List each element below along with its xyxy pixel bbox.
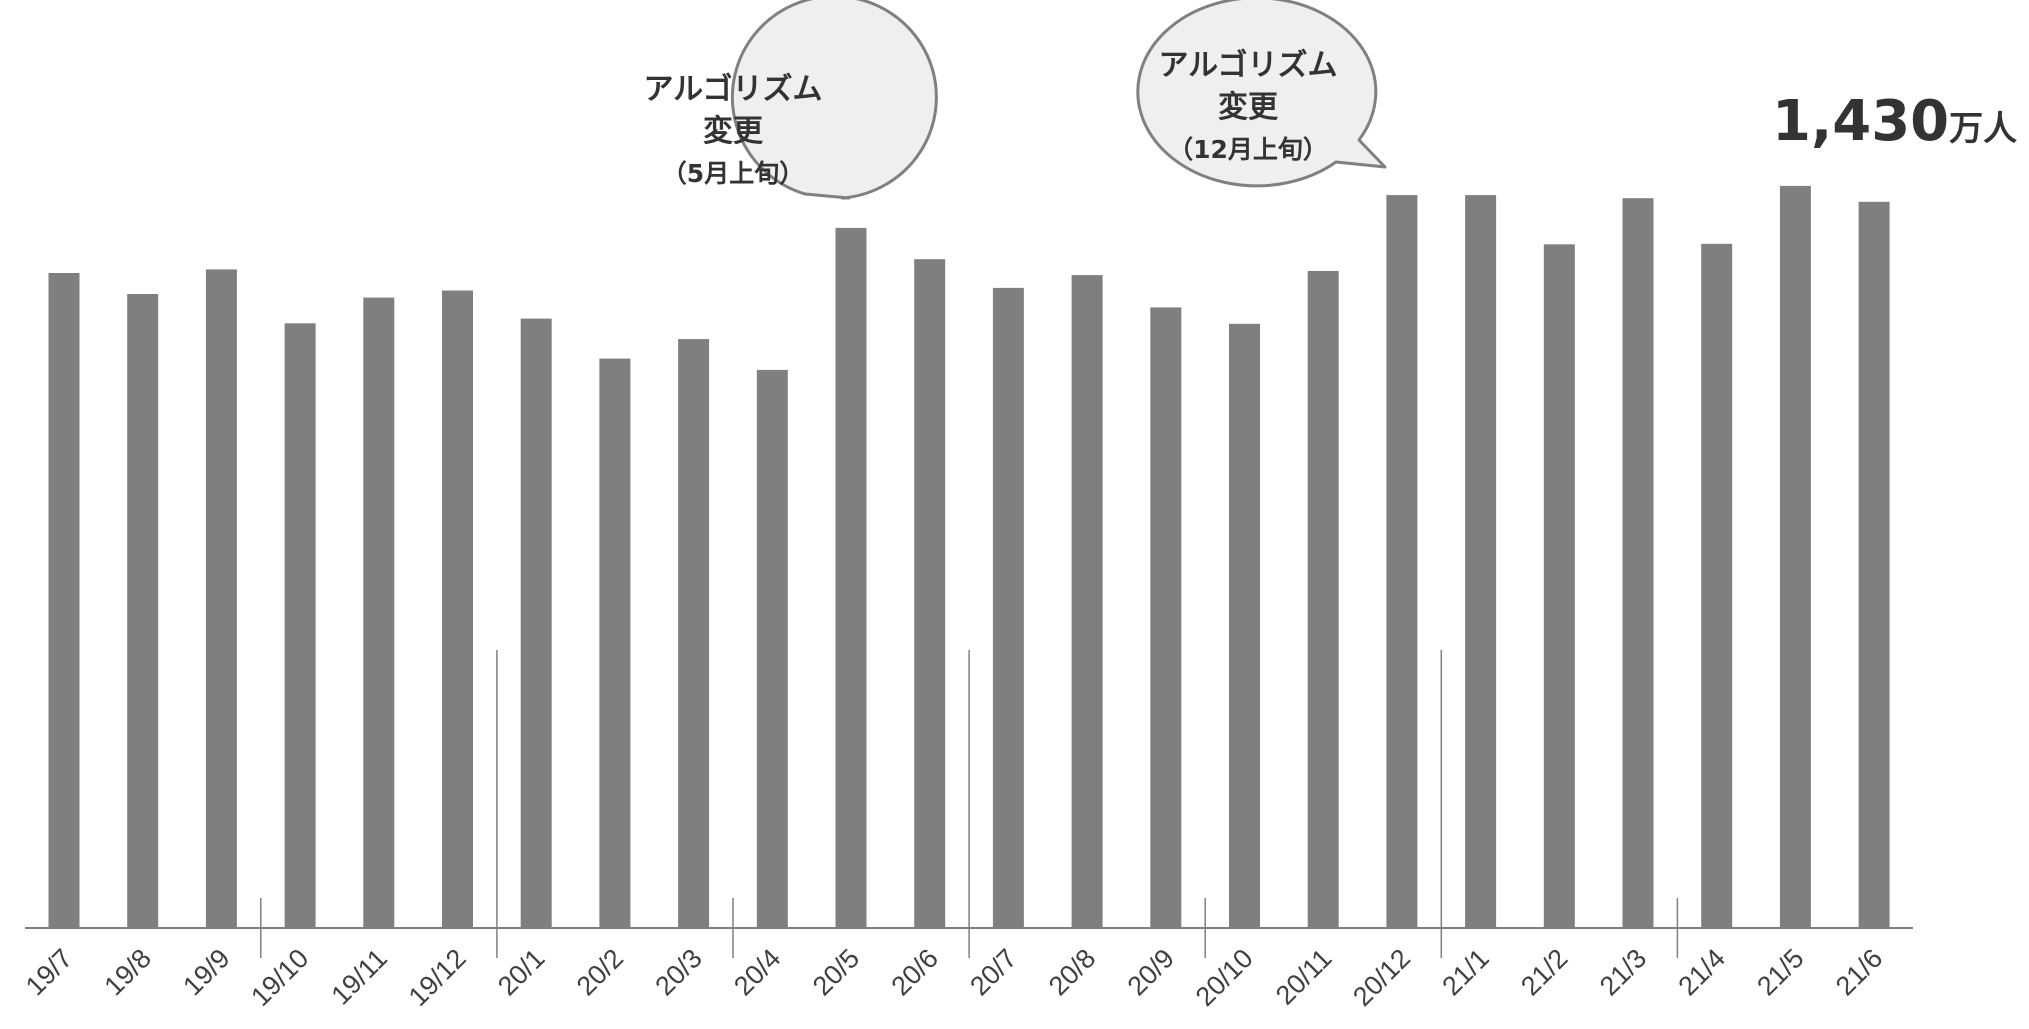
highlight-unit: 万人 [1949, 109, 2017, 149]
bar-20-5 [835, 227, 867, 928]
callout-line-1: アルゴリズム [643, 72, 822, 107]
callout-algorithm-change-may: アルゴリズム 変更 （5月上旬） [643, 0, 938, 200]
x-tick-label: 20/7 [964, 943, 1022, 1001]
x-tick-label: 20/6 [886, 943, 944, 1001]
x-tick-label: 20/4 [728, 943, 786, 1001]
bar-20-6 [914, 259, 946, 928]
bar-21-6 [1858, 201, 1890, 929]
callout-algorithm-change-december: アルゴリズム 変更 （12月上旬） [1136, 0, 1387, 188]
bar-20-11 [1307, 271, 1339, 928]
x-tick-label: 20/9 [1122, 943, 1180, 1001]
x-tick-label: 20/1 [492, 943, 550, 1001]
bar-21-1 [1465, 195, 1497, 929]
bar-20-10 [1229, 323, 1260, 928]
callout-line-2: 変更 [703, 114, 764, 149]
x-tick-label: 20/10 [1190, 943, 1259, 1012]
x-tick-label: 20/5 [807, 943, 865, 1001]
bar-19-9 [205, 269, 237, 928]
x-tick-label: 21/1 [1436, 943, 1494, 1001]
bar-21-2 [1543, 244, 1575, 929]
bar-20-7 [992, 287, 1024, 928]
bar-19-8 [127, 294, 159, 928]
callout-line-1: アルゴリズム [1158, 48, 1337, 83]
bar-20-9 [1150, 307, 1182, 928]
highlight-value: 1,430 [1772, 89, 1949, 154]
bar-21-4 [1701, 243, 1733, 929]
bar-20-8 [1071, 275, 1103, 929]
x-tick-label: 21/5 [1751, 943, 1809, 1001]
callout-bubble [1136, 0, 1387, 188]
bar-19-7 [48, 273, 80, 928]
bar-20-12 [1386, 195, 1418, 929]
x-tick-label: 19/7 [20, 943, 78, 1001]
x-tick-label: 20/11 [1270, 943, 1338, 1011]
x-tick-label: 21/2 [1515, 943, 1573, 1001]
x-tick-label: 19/12 [403, 943, 472, 1012]
bar-19-12 [442, 290, 473, 928]
bar-20-2 [599, 358, 631, 929]
x-tick-label: 19/8 [99, 943, 157, 1001]
x-tick-label: 20/12 [1347, 943, 1416, 1012]
bar-20-3 [678, 339, 710, 929]
callout-line-3: （12月上旬） [1168, 135, 1328, 164]
bar-21-3 [1622, 198, 1654, 928]
quarter-dividers [260, 650, 1679, 958]
x-tick-label: 21/6 [1830, 943, 1888, 1001]
x-tick-label: 19/11 [325, 943, 393, 1011]
callout-line-3: （5月上旬） [662, 159, 804, 188]
x-tick-labels: 19/7 19/8 19/9 19/10 19/11 19/12 20/1 20/2 20/3 2… [20, 943, 1888, 1012]
bars-group [48, 185, 1890, 929]
x-tick-label: 19/10 [245, 943, 314, 1012]
bar-19-11 [363, 297, 395, 929]
bar-19-10 [284, 323, 316, 929]
x-tick-label: 20/2 [571, 943, 629, 1001]
x-tick-label: 21/3 [1594, 943, 1652, 1001]
callout-line-2: 変更 [1218, 90, 1279, 125]
x-tick-label: 20/8 [1043, 943, 1101, 1001]
bar-20-4 [756, 369, 788, 928]
callout-bubble [730, 0, 938, 200]
x-tick-label: 20/3 [649, 943, 707, 1001]
bar-21-5 [1779, 185, 1811, 928]
highlight-value-label: 1,430万人 [1772, 89, 2017, 154]
x-tick-label: 21/4 [1673, 943, 1731, 1001]
bar-20-1 [520, 318, 552, 929]
x-tick-label: 19/9 [177, 943, 235, 1001]
